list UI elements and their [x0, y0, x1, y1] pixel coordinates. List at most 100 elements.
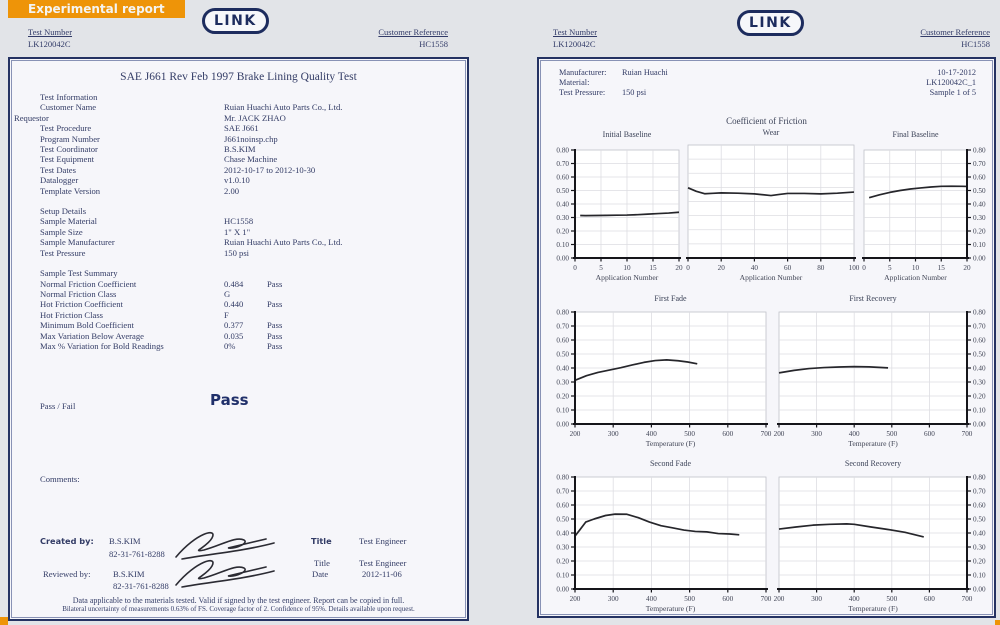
info-value: v1.0.10 — [224, 175, 250, 186]
chart-title-first-recovery: First Recovery — [849, 294, 897, 303]
info-value: B.S.KIM — [224, 144, 256, 155]
test-pressure-label: Test Pressure: — [559, 88, 606, 97]
info-label: Sample Test Summary — [40, 268, 118, 279]
svg-text:0.50: 0.50 — [556, 351, 569, 359]
svg-text:600: 600 — [722, 430, 733, 438]
chart-title-second-recovery: Second Recovery — [844, 459, 902, 468]
svg-text:0.70: 0.70 — [556, 323, 569, 331]
info-row: Hot Friction Class F — [40, 310, 461, 320]
info-value: SAE J661 — [224, 123, 259, 134]
report-footer: Data applicable to the materials tested.… — [10, 596, 467, 614]
footer-line-2: Bilateral uncertainty of measurements 0.… — [62, 605, 415, 613]
chart-title-initial-baseline: Initial Baseline — [602, 130, 652, 139]
svg-text:Application Number: Application Number — [596, 273, 659, 282]
sample-count: Sample 1 of 5 — [929, 88, 976, 97]
info-label: Sample Size — [40, 226, 83, 237]
test-number-value: LK120042C — [553, 39, 596, 49]
created-by-name: B.S.KIM — [109, 536, 141, 546]
info-value: Ruian Huachi Auto Parts Co., Ltd. — [224, 102, 343, 113]
svg-text:0.70: 0.70 — [973, 160, 986, 168]
chart-second-recovery: 0.00 0.10 0.20 0.30 0.40 0.50 0.60 0.70 0.80 200 3… — [773, 472, 997, 620]
svg-text:10: 10 — [623, 264, 631, 272]
svg-text:0.20: 0.20 — [556, 558, 569, 566]
svg-text:0.20: 0.20 — [973, 228, 986, 236]
svg-text:20: 20 — [963, 264, 971, 272]
info-row: Program Number J661noinsp.chp — [40, 134, 461, 144]
info-row: Test Pressure 150 psi — [40, 248, 461, 258]
svg-text:0.40: 0.40 — [556, 365, 569, 373]
page-title: SAE J661 Rev Feb 1997 Brake Lining Quali… — [120, 71, 357, 83]
info-value: 0% — [224, 340, 236, 351]
chart-final-baseline: 0.00 0.10 0.20 0.30 0.40 0.50 0.60 0.70 0.80 0 5 10… — [858, 145, 997, 289]
svg-text:0.00: 0.00 — [973, 255, 986, 263]
svg-text:0.20: 0.20 — [556, 228, 569, 236]
info-row: Test Equipment Chase Machine — [40, 154, 461, 164]
svg-text:300: 300 — [608, 430, 619, 438]
svg-text:0.70: 0.70 — [973, 323, 986, 331]
svg-text:0.80: 0.80 — [556, 147, 569, 155]
info-status: Pass — [267, 299, 283, 310]
svg-text:0.30: 0.30 — [556, 544, 569, 552]
svg-text:500: 500 — [886, 430, 897, 438]
info-label: Test Pressure — [40, 247, 86, 258]
test-number-label: Test Number — [28, 27, 73, 37]
created-signature — [175, 531, 275, 560]
svg-text:300: 300 — [811, 430, 822, 438]
reviewed-title-label: Title — [314, 558, 330, 568]
svg-text:300: 300 — [608, 595, 619, 603]
info-value: 2012-10-17 to 2012-10-30 — [224, 164, 316, 175]
info-label: Max % Variation for Bold Readings — [40, 340, 164, 351]
page-corner-accent-left — [0, 617, 8, 625]
svg-text:0.10: 0.10 — [973, 241, 986, 249]
svg-text:Temperature (F): Temperature (F) — [646, 439, 696, 448]
info-label: Hot Friction Coefficient — [40, 299, 123, 310]
svg-text:Application Number: Application Number — [740, 273, 803, 282]
report-page-charts: Manufacturer: Ruian Huachi Material: Tes… — [537, 57, 996, 618]
svg-text:0.30: 0.30 — [556, 214, 569, 222]
svg-text:0.40: 0.40 — [973, 530, 986, 538]
info-row: Sample Manufacturer Ruian Huachi Auto Par… — [40, 237, 461, 247]
info-row: Hot Friction Coefficient 0.440 Pass — [40, 299, 461, 309]
svg-text:0.50: 0.50 — [556, 516, 569, 524]
svg-text:400: 400 — [849, 430, 860, 438]
info-status: Pass — [267, 340, 283, 351]
svg-text:300: 300 — [811, 595, 822, 603]
svg-text:0.80: 0.80 — [973, 147, 986, 155]
test-pressure-value: 150 psi — [622, 88, 647, 97]
svg-text:0.60: 0.60 — [556, 502, 569, 510]
svg-text:600: 600 — [924, 430, 935, 438]
reviewed-date-value: 2012-11-06 — [362, 569, 402, 579]
info-value: Chase Machine — [224, 154, 278, 165]
reviewed-title-value: Test Engineer — [359, 558, 407, 568]
created-by-label: Created by: — [40, 536, 94, 546]
svg-text:5: 5 — [599, 264, 603, 272]
info-section-row: Sample Test Summary — [40, 268, 461, 278]
svg-text:0.80: 0.80 — [973, 474, 986, 482]
svg-text:0.50: 0.50 — [973, 351, 986, 359]
info-row: Sample Material HC1558 — [40, 216, 461, 226]
svg-text:0.30: 0.30 — [556, 379, 569, 387]
svg-text:80: 80 — [817, 264, 825, 272]
svg-text:0: 0 — [573, 264, 577, 272]
info-label: Template Version — [40, 185, 101, 196]
info-value: F — [224, 309, 229, 320]
customer-reference-label: Customer Reference — [920, 27, 990, 37]
info-row: Max % Variation for Bold Readings 0% Pass — [40, 341, 461, 351]
info-label: Test Information — [40, 92, 98, 102]
info-label: Setup Details — [40, 206, 87, 217]
created-title-label: Title — [311, 536, 332, 546]
footer-line-1: Data applicable to the materials tested.… — [72, 596, 405, 605]
svg-text:100: 100 — [849, 264, 860, 272]
svg-text:0.20: 0.20 — [556, 393, 569, 401]
info-label: Hot Friction Class — [40, 309, 104, 320]
info-row: Normal Friction Coefficient 0.484 Pass — [40, 279, 461, 289]
svg-text:0.40: 0.40 — [973, 365, 986, 373]
svg-text:0: 0 — [686, 264, 690, 272]
svg-text:200: 200 — [570, 595, 581, 603]
svg-text:700: 700 — [761, 430, 772, 438]
svg-text:15: 15 — [649, 264, 657, 272]
svg-text:20: 20 — [675, 264, 683, 272]
svg-text:0.10: 0.10 — [556, 407, 569, 415]
test-number-label: Test Number — [553, 27, 598, 37]
chart-initial-baseline: 0.00 0.10 0.20 0.30 0.40 0.50 0.60 0.70 0.80 0 5 10… — [545, 145, 685, 289]
